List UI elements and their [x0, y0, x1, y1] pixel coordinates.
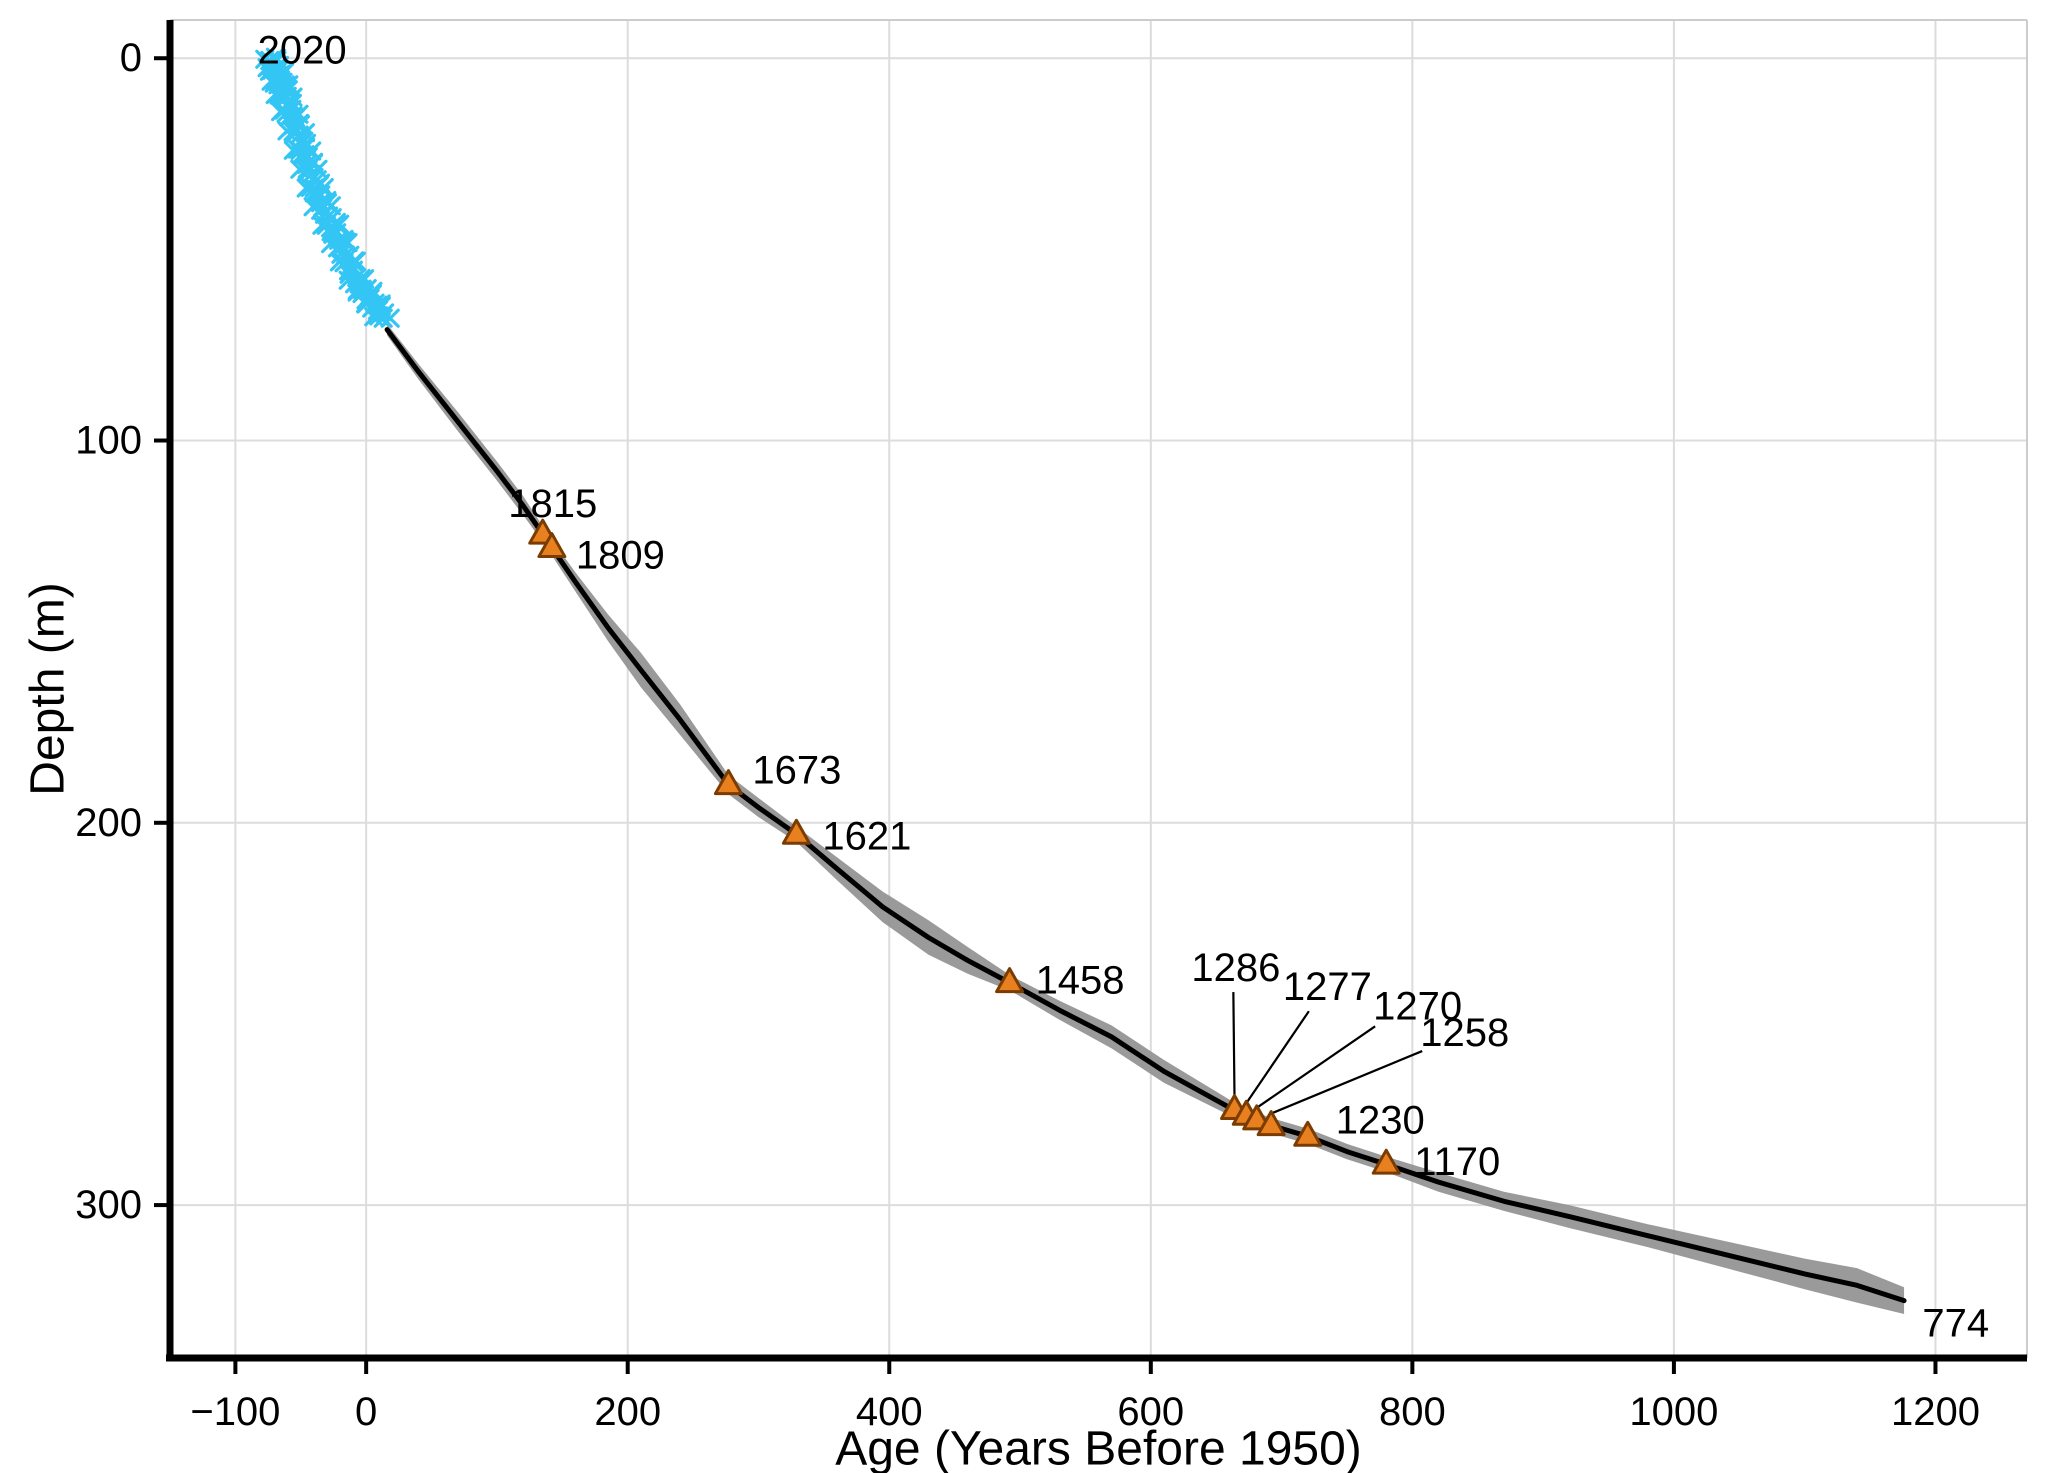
- leader-line-1277: [1245, 1010, 1310, 1104]
- tie-point-label-1277: 1277: [1283, 965, 1372, 1009]
- leader-line-1286: [1232, 992, 1236, 1098]
- tie-point-1258: [1256, 1110, 1286, 1137]
- leader-line-1258: [1270, 1050, 1423, 1115]
- tie-point-label-1815: 1815: [508, 482, 597, 526]
- tie-point-1230: [1293, 1120, 1323, 1147]
- x-tick-label: 800: [1379, 1390, 1446, 1434]
- y-tick-label: 100: [75, 419, 142, 463]
- tie-point-1458: [995, 967, 1025, 994]
- tie-point-label-1258: 1258: [1420, 1011, 1509, 1055]
- annotation-774: 774: [1922, 1302, 1989, 1346]
- tie-point-label-1673: 1673: [752, 749, 841, 793]
- x-tick-label: 400: [856, 1390, 923, 1434]
- y-tick-label: 200: [75, 801, 142, 845]
- tie-points: [528, 518, 1401, 1175]
- tie-point-label-1286: 1286: [1191, 946, 1280, 990]
- y-tick-label: 0: [120, 36, 142, 80]
- tie-point-label-1621: 1621: [822, 814, 911, 858]
- gridlines: [170, 20, 2027, 1358]
- tie-point-1170: [1371, 1148, 1401, 1175]
- model-line: [384, 327, 1907, 1304]
- tie-point-label-1270: 1270: [1373, 984, 1462, 1028]
- y-axis: 0 100 200 300: [75, 20, 174, 1361]
- x-axis: −100 0 200 400 600 800 1000 1200: [166, 1354, 2027, 1434]
- x-tick-label: 0: [355, 1390, 377, 1434]
- tie-point-label-1458: 1458: [1036, 959, 1125, 1003]
- tie-point-1809: [537, 532, 567, 559]
- tie-point-label-1809: 1809: [576, 534, 665, 578]
- x-tick-label: 1200: [1891, 1390, 1980, 1434]
- panel-frame: [170, 19, 2028, 1358]
- annotations: 2020 774: [258, 29, 1990, 1346]
- y-axis-title: Depth (m): [22, 582, 75, 795]
- tie-point-1621: [781, 818, 811, 845]
- tie-point-label-1170: 1170: [1414, 1140, 1500, 1184]
- x-tick-label: 600: [1117, 1390, 1184, 1434]
- x-axis-title: Age (Years Before 1950): [835, 1423, 1362, 1473]
- observed-layers: [255, 47, 400, 328]
- annotation-2020: 2020: [258, 29, 347, 73]
- tie-point-label-1230: 1230: [1336, 1098, 1425, 1142]
- leader-line-1270: [1256, 1025, 1376, 1109]
- x-tick-label: −100: [190, 1390, 280, 1434]
- tie-point-leader-lines: [1232, 992, 1423, 1115]
- tie-point-1673: [713, 769, 743, 796]
- x-tick-label: 1000: [1629, 1390, 1718, 1434]
- y-tick-label: 300: [75, 1183, 142, 1227]
- x-tick-label: 200: [594, 1390, 661, 1434]
